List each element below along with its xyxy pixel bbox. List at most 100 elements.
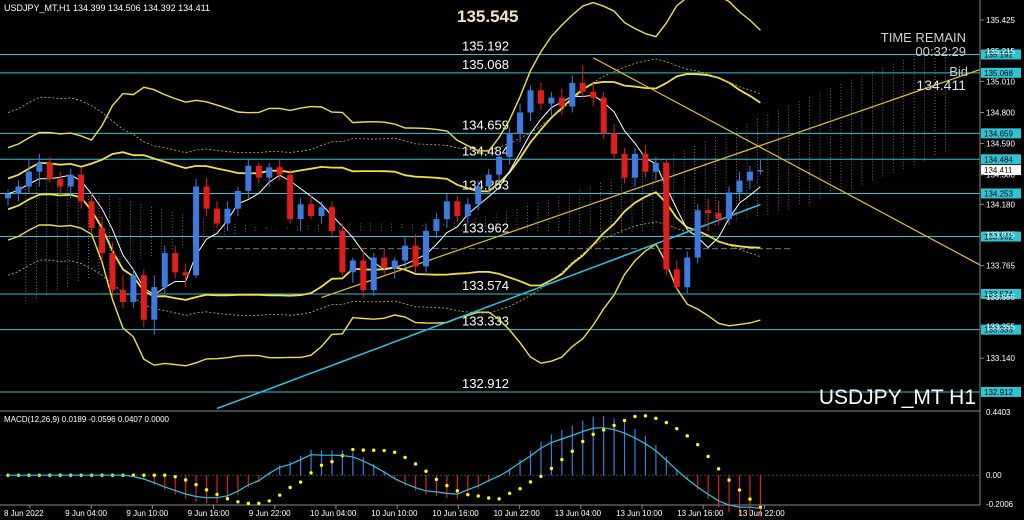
symbol-label: USDJPY_MT H1	[819, 386, 976, 409]
time-label: 13 Jun 10:00	[616, 509, 663, 518]
macd-signal-dot	[445, 483, 449, 488]
macd-signal-dot	[581, 439, 585, 444]
level-price-tag-text: 132.912	[984, 388, 1013, 397]
macd-signal-dot	[163, 473, 167, 477]
macd-signal-dot	[330, 459, 334, 464]
price-tick-label: 134.180	[986, 200, 1015, 209]
macd-signal-dot	[142, 473, 146, 477]
candle-body	[590, 91, 597, 98]
candle-body	[694, 210, 701, 258]
candle-body	[308, 204, 315, 217]
candle-body	[5, 193, 11, 199]
time-remain-value: 00:32:29	[915, 44, 966, 59]
macd-signal-dot	[507, 491, 512, 496]
level-price-tag-text: 135.068	[984, 69, 1013, 78]
candle-body	[88, 201, 95, 228]
macd-signal-dot	[549, 466, 554, 471]
macd-signal-dot	[194, 482, 198, 487]
time-label: 8 Jun 2022	[4, 509, 44, 518]
candle-body	[328, 207, 335, 231]
level-price-tag	[981, 49, 1021, 60]
time-label: 10 Jun 22:00	[494, 509, 541, 518]
candle-body	[726, 192, 733, 220]
candle-body	[99, 227, 106, 254]
macd-signal-dot	[424, 469, 428, 473]
bid-price-tag-text: 134.411	[984, 166, 1013, 175]
macd-signal-dot	[664, 420, 669, 425]
candle-body	[412, 245, 419, 267]
candle-body	[214, 208, 220, 224]
candle-body	[454, 201, 461, 217]
macd-signal-dot	[413, 462, 418, 466]
price-tick-label: 133.555	[986, 293, 1015, 302]
macd-signal-dot	[476, 494, 480, 498]
macd-signal-dot	[591, 432, 595, 437]
macd-signal-dot	[622, 418, 627, 423]
macd-signal-dot	[257, 501, 261, 505]
candle-body	[391, 260, 398, 268]
candle-body	[255, 165, 262, 178]
macd-signal-dot	[173, 475, 177, 479]
candle-body	[67, 174, 74, 187]
macd-signal-dot	[601, 428, 606, 432]
candle-body	[684, 257, 691, 288]
time-label: 9 Jun 22:00	[249, 509, 291, 518]
candle-body	[663, 162, 670, 270]
macd-signal-dot	[737, 488, 742, 492]
price-axis: 135.425 135.215 135.010 134.800 134.590 134.3…	[0, 0, 1015, 506]
macd-signal-dot	[560, 457, 564, 462]
macd-signal-dot	[319, 463, 324, 467]
candle-body	[506, 133, 513, 157]
level-price-tag-text: 134.484	[984, 155, 1013, 164]
level-price-tag-text: 134.659	[984, 129, 1013, 138]
macd-signal-dot	[298, 480, 303, 484]
rising-trendline	[321, 68, 981, 299]
macd-signal-dot	[570, 449, 574, 453]
candle-body	[109, 253, 116, 291]
ohlc-header: USDJPY_MT,H1 134.399 134.506 134.392 134…	[4, 3, 210, 13]
macd-signal-dot	[518, 486, 522, 491]
candle-body	[673, 269, 680, 288]
candle-body	[496, 156, 503, 175]
candle-body	[537, 90, 544, 104]
macd-signal-dot	[748, 497, 752, 501]
candle-body	[161, 253, 168, 288]
time-label: 13 Jun 04:00	[555, 509, 602, 518]
macd-signal-dot	[466, 492, 470, 497]
macd-signal-dot	[654, 416, 658, 421]
candle-body	[224, 208, 231, 224]
candle-body	[475, 186, 482, 205]
outer-lower-band	[7, 224, 761, 367]
candle-body	[652, 162, 659, 172]
price-tick-label: 135.425	[986, 16, 1015, 25]
candle-body	[297, 204, 304, 220]
candle-body	[78, 174, 85, 202]
price-tick-label: 135.010	[986, 77, 1015, 86]
dotted-lower-envelope	[7, 221, 761, 316]
level-price-tag-text: 135.192	[984, 50, 1013, 59]
time-label: 13 Jun 16:00	[677, 509, 724, 518]
candle-body	[485, 174, 492, 187]
level-label: 135.068	[462, 57, 509, 72]
macd-signal-dot	[246, 501, 251, 506]
candle-body	[36, 162, 43, 172]
candle-body	[57, 179, 64, 187]
time-label: 9 Jun 10:00	[126, 509, 168, 518]
candle-body	[245, 165, 252, 191]
candle-body	[632, 153, 638, 178]
candle-body	[402, 245, 409, 261]
time-label: 9 Jun 04:00	[65, 509, 107, 518]
big-price-label: 135.545	[457, 7, 518, 26]
macd-signal-dot	[204, 488, 209, 492]
level-price-tag	[981, 154, 1021, 165]
candle-body	[193, 186, 200, 276]
time-remain-label: TIME REMAIN	[881, 30, 966, 45]
level-price-tag	[981, 324, 1021, 335]
macd-signal-dot	[351, 447, 355, 452]
candle-body	[433, 219, 440, 231]
horizontal-levels[interactable]: 135.192 135.192 135.068 135.068 134.659 134.6…	[0, 38, 1021, 397]
candle-body	[423, 230, 429, 267]
price-tick-label: 134.380	[986, 171, 1015, 180]
